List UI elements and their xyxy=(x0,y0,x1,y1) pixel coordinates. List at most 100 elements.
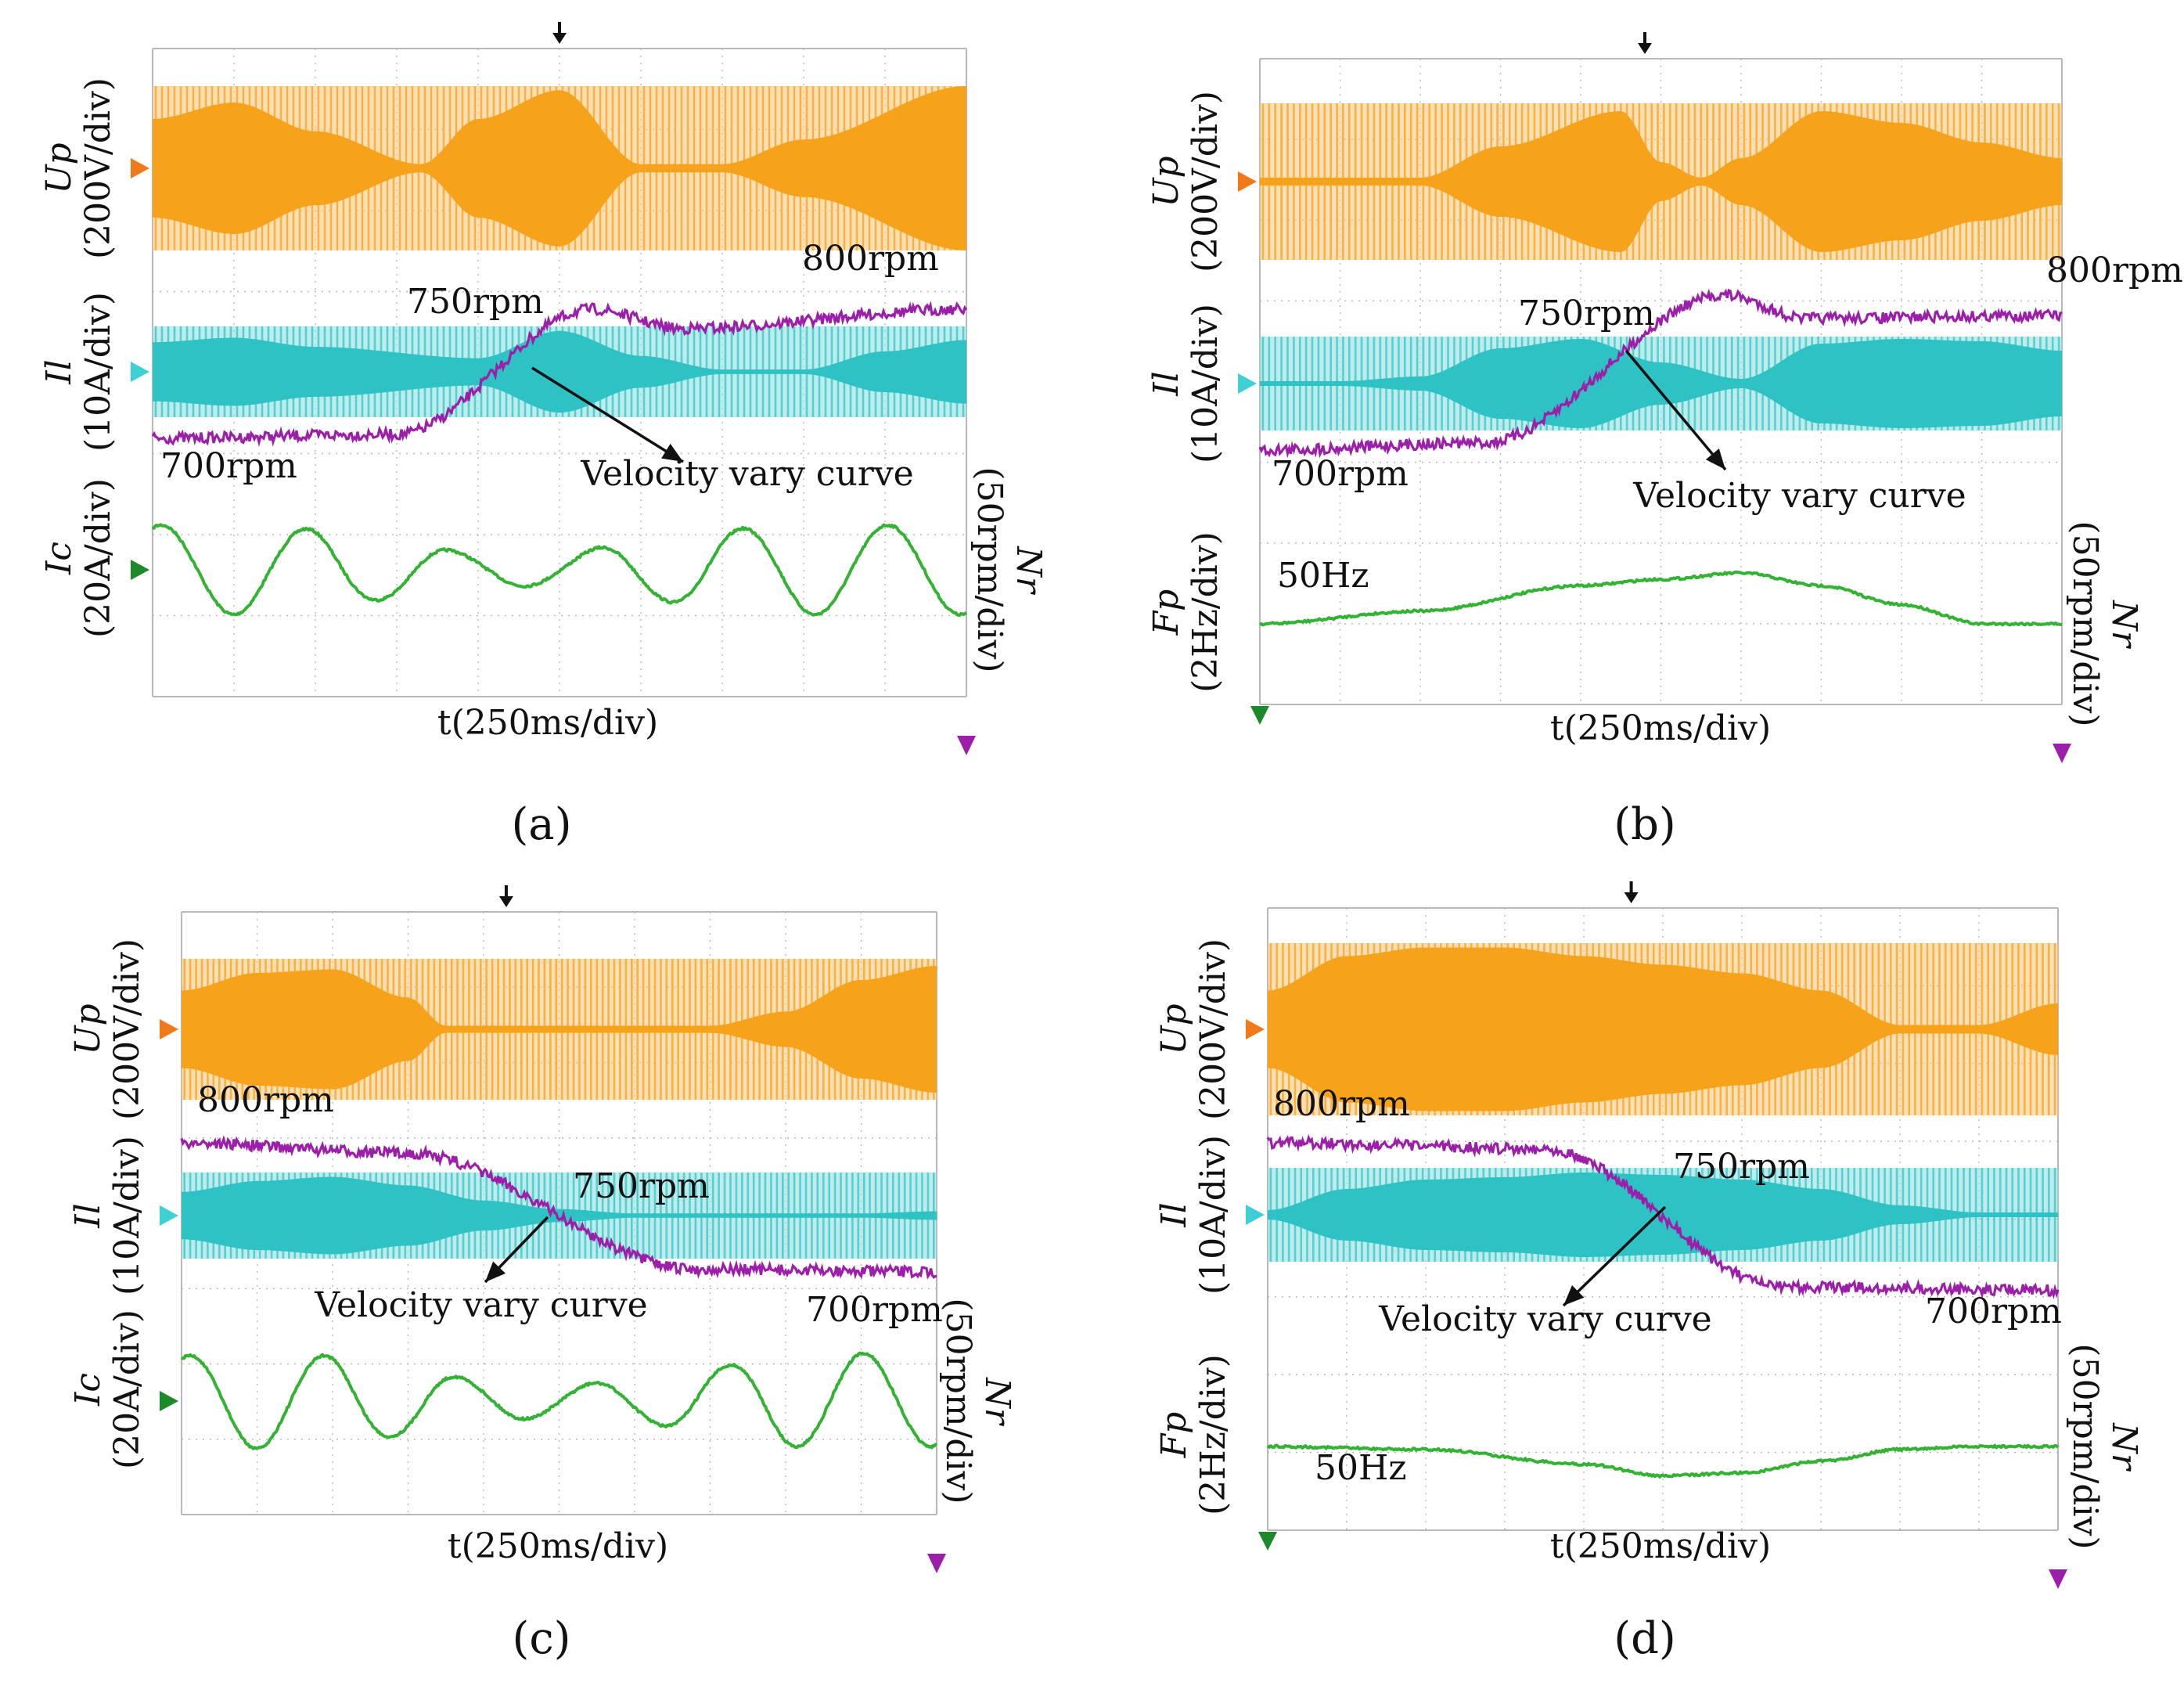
bottom-axis-scale: (2Hz/div) xyxy=(1193,1354,1233,1515)
panel-d-fp-trace xyxy=(1266,1443,2060,1479)
panel-b-labels: Up (200V/div) Il (10A/div) Fp (2Hz/div) Nr(50r… xyxy=(1146,91,2183,850)
nr-axis-scale: (50rpm/div) xyxy=(2065,1343,2105,1549)
nr-channel-marker-icon xyxy=(2049,1569,2067,1589)
up-axis-scale: (200V/div) xyxy=(107,938,147,1120)
start-speed-label: 700rpm xyxy=(160,446,297,486)
nr-axis-name: Nr xyxy=(977,1377,1017,1427)
end-speed-label: 800rpm xyxy=(2046,250,2183,290)
velocity-arrow-head-icon xyxy=(485,1261,506,1282)
panel-caption: (c) xyxy=(512,1613,570,1664)
nr-axis-name: Nr xyxy=(1009,546,1049,596)
bottom-axis-name: Fp xyxy=(1146,589,1186,636)
panel-a-channel-markers xyxy=(131,158,976,755)
start-speed-label: 700rpm xyxy=(1272,454,1409,494)
end-speed-label: 800rpm xyxy=(802,239,939,279)
up-channel-marker-icon xyxy=(131,158,149,178)
up-envelope xyxy=(1268,947,2058,1111)
il-channel-marker-icon xyxy=(160,1205,178,1226)
ic-channel-marker-icon xyxy=(131,560,149,580)
frequency-label: 50Hz xyxy=(1315,1448,1407,1488)
panel-b-speed-curve xyxy=(1258,288,2063,459)
up-channel-marker-icon xyxy=(160,1019,178,1039)
panel-b-il-trace xyxy=(1260,337,2062,431)
time-axis-label: t(250ms/div) xyxy=(1550,1526,1771,1566)
panel-d-speed-curve xyxy=(1266,1134,2060,1300)
velocity-arrow-head-icon xyxy=(1705,449,1725,470)
fp-channel-marker-icon xyxy=(1258,1532,1277,1551)
panel-caption: (a) xyxy=(511,799,571,850)
il-axis-scale: (10A/div) xyxy=(1193,1135,1233,1295)
up-axis-scale: (200V/div) xyxy=(78,77,118,259)
up-channel-marker-icon xyxy=(1238,171,1257,192)
velocity-arrow-shaft xyxy=(1562,1205,1667,1307)
up-axis-scale: (200V/div) xyxy=(1193,938,1233,1120)
up-axis-name: Up xyxy=(68,1003,108,1054)
nr-channel-marker-icon xyxy=(957,736,976,755)
il-envelope xyxy=(1260,339,2062,428)
bottom-axis-name: Ic xyxy=(68,1373,108,1407)
panel-c-speed-curve xyxy=(180,1135,937,1280)
panel-c-channel-markers xyxy=(160,1019,946,1573)
panel-d-up-trace xyxy=(1268,943,2058,1115)
nr-axis-scale: (50rpm/div) xyxy=(938,1298,978,1504)
velocity-arrow-head-icon xyxy=(1563,1285,1585,1306)
panel-c-up-trace xyxy=(182,959,937,1100)
velocity-curve-label: Velocity vary curve xyxy=(1632,476,1966,516)
mid-speed-label: 750rpm xyxy=(1518,294,1655,333)
il-envelope xyxy=(182,1176,937,1255)
bottom-axis-scale: (20A/div) xyxy=(78,478,118,638)
nr-channel-marker-icon xyxy=(2053,744,2071,763)
bottom-axis-scale: (2Hz/div) xyxy=(1186,531,1225,693)
trigger-marker-icon xyxy=(552,22,567,44)
start-speed-label: 800rpm xyxy=(197,1080,334,1120)
nr-axis-name: Nr xyxy=(2104,600,2144,650)
panel-c-labels: Up (200V/div) Il (10A/div) Ic (20A/div) Nr(50r… xyxy=(68,938,1017,1664)
panel-d-channel-markers xyxy=(1246,1019,2067,1589)
panel-caption: (d) xyxy=(1614,1613,1676,1664)
velocity-arrow-shaft xyxy=(531,366,684,463)
il-envelope xyxy=(153,330,966,413)
up-axis-name: Up xyxy=(1146,156,1186,207)
mid-speed-label: 750rpm xyxy=(407,282,544,322)
velocity-arrow-head-icon xyxy=(661,443,683,462)
il-axis-name: Il xyxy=(68,1203,108,1228)
trace-layer xyxy=(131,86,2071,1589)
start-speed-label: 800rpm xyxy=(1273,1084,1410,1124)
bottom-axis-name: Fp xyxy=(1154,1412,1194,1459)
up-envelope xyxy=(1260,111,2062,252)
up-envelope xyxy=(182,966,937,1093)
panel-b-fp-trace xyxy=(1259,570,2062,627)
il-axis-scale: (10A/div) xyxy=(107,1136,147,1295)
velocity-curve-label: Velocity vary curve xyxy=(1378,1299,1711,1339)
panel-d-labels: Up (200V/div) Il (10A/div) Fp (2Hz/div) Nr(50r… xyxy=(1154,938,2144,1664)
panel-b-channel-markers xyxy=(1238,171,2071,763)
end-speed-label: 700rpm xyxy=(1925,1292,2062,1331)
trigger-marker-icon xyxy=(1624,881,1639,903)
time-axis-label: t(250ms/div) xyxy=(448,1526,668,1566)
nr-axis-name: Nr xyxy=(2104,1422,2144,1472)
il-channel-marker-icon xyxy=(1246,1205,1265,1225)
panel-caption: (b) xyxy=(1614,799,1676,850)
panel-a-up-trace xyxy=(153,86,966,250)
ic-channel-marker-icon xyxy=(160,1391,178,1411)
up-channel-marker-icon xyxy=(1246,1019,1265,1039)
panel-c-ic-trace xyxy=(180,1351,937,1450)
up-envelope xyxy=(153,86,966,250)
mid-speed-label: 750rpm xyxy=(573,1166,710,1206)
il-channel-marker-icon xyxy=(1238,373,1257,394)
up-axis-name: Up xyxy=(1154,1003,1194,1054)
panel-c-il-trace xyxy=(182,1173,937,1259)
panel-a-speed-curve xyxy=(151,301,968,447)
time-axis-label: t(250ms/div) xyxy=(437,703,658,743)
bottom-axis-name: Ic xyxy=(39,542,79,575)
fp-channel-marker-icon xyxy=(1250,706,1269,725)
nr-axis-scale: (50rpm/div) xyxy=(970,467,1009,672)
text-layer: Up (200V/div)Il (10A/div)Ic (20A/div) Nr(50r… xyxy=(39,77,2183,1664)
velocity-arrow-shaft xyxy=(1625,349,1727,471)
panel-a-il-trace xyxy=(153,326,966,417)
velocity-curve-label: Velocity vary curve xyxy=(580,454,913,494)
time-axis-label: t(250ms/div) xyxy=(1550,708,1771,748)
nr-channel-marker-icon xyxy=(927,1554,946,1573)
up-axis-name: Up xyxy=(39,142,79,193)
